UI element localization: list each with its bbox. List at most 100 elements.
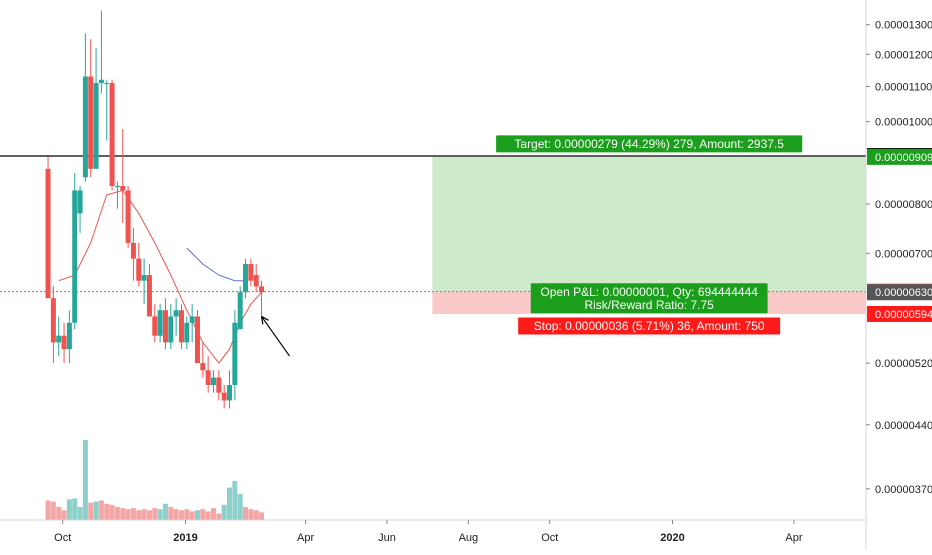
price-tag-label: 0.00000909 bbox=[875, 152, 932, 164]
candle bbox=[157, 310, 163, 336]
volume-bar bbox=[56, 507, 62, 520]
candle bbox=[50, 298, 56, 343]
candle bbox=[72, 190, 78, 323]
candle bbox=[109, 83, 115, 186]
candle bbox=[253, 275, 259, 287]
stop-label-box[interactable] bbox=[518, 317, 781, 335]
volume-bar bbox=[157, 509, 163, 520]
candle bbox=[93, 83, 99, 169]
volume-bar bbox=[194, 510, 200, 520]
volume-bar bbox=[210, 508, 216, 520]
volume-bar bbox=[98, 500, 104, 520]
volume-bar bbox=[237, 494, 243, 520]
x-tick-label: Oct bbox=[541, 532, 558, 544]
volume-bar bbox=[184, 509, 190, 520]
candle bbox=[259, 286, 265, 293]
x-tick-label: Oct bbox=[54, 532, 71, 544]
volume-bar bbox=[72, 498, 78, 520]
candle bbox=[221, 392, 227, 401]
y-tick-label: 0.00001100 bbox=[875, 81, 932, 93]
arrow-line[interactable] bbox=[261, 316, 291, 357]
candle bbox=[146, 275, 152, 317]
moving-average-blue bbox=[186, 247, 246, 282]
volume-bar bbox=[189, 511, 195, 520]
candle bbox=[136, 258, 142, 281]
candle bbox=[168, 316, 174, 343]
volume-bar bbox=[216, 513, 222, 520]
candle bbox=[210, 377, 216, 386]
volume-bar bbox=[259, 512, 265, 520]
volume-bar bbox=[162, 503, 168, 520]
price-tag[interactable] bbox=[867, 284, 932, 301]
y-tick-label: 0.00000700 bbox=[875, 248, 932, 260]
open-pnl-box[interactable] bbox=[530, 283, 768, 314]
candle bbox=[216, 377, 222, 393]
y-tick-label: 0.00000370 bbox=[875, 484, 932, 496]
candle bbox=[66, 322, 72, 350]
volume-bar bbox=[130, 508, 136, 520]
volume-bar bbox=[232, 481, 238, 520]
volume-bar bbox=[205, 511, 211, 520]
x-tick-label: 2019 bbox=[173, 532, 197, 544]
volume-bar bbox=[66, 499, 72, 520]
x-tick-label: Apr bbox=[297, 532, 314, 544]
volume-bar bbox=[248, 509, 254, 520]
volume-bar bbox=[120, 508, 126, 520]
target-zone[interactable] bbox=[432, 156, 866, 293]
volume-bar bbox=[168, 507, 174, 520]
volume-bar bbox=[152, 508, 158, 520]
candle bbox=[141, 275, 147, 281]
risk-reward-label: Risk/Reward Ratio: 7.75 bbox=[584, 298, 714, 312]
volume-bar bbox=[173, 509, 179, 520]
volume-bar bbox=[253, 510, 259, 520]
volume-bar bbox=[243, 507, 249, 520]
volume-bar bbox=[104, 503, 110, 520]
volume-bar bbox=[141, 509, 147, 520]
candle bbox=[125, 190, 131, 243]
target-label: Target: 0.00000279 (44.29%) 279, Amount:… bbox=[514, 137, 784, 151]
price-tag[interactable] bbox=[867, 148, 932, 165]
candle bbox=[173, 310, 179, 317]
price-tag[interactable] bbox=[867, 305, 932, 322]
stop-label: Stop: 0.00000036 (5.71%) 36, Amount: 750 bbox=[534, 319, 765, 333]
volume-bar bbox=[178, 510, 184, 520]
candle bbox=[232, 322, 238, 386]
x-tick-label: Jun bbox=[378, 532, 396, 544]
candle bbox=[162, 310, 168, 343]
candle bbox=[56, 335, 62, 343]
candle bbox=[104, 83, 110, 85]
candle bbox=[152, 316, 158, 336]
candle bbox=[178, 310, 184, 343]
volume-bar bbox=[61, 510, 67, 520]
candle bbox=[45, 168, 51, 299]
candle bbox=[189, 316, 195, 323]
volume-bar bbox=[82, 440, 88, 520]
target-label-box[interactable] bbox=[496, 135, 803, 153]
candle bbox=[98, 79, 104, 84]
candle bbox=[227, 385, 233, 401]
price-tag-label: 0.00000630 bbox=[875, 287, 932, 299]
candle bbox=[120, 185, 126, 191]
y-tick-label: 0.00001200 bbox=[875, 49, 932, 61]
candle bbox=[248, 264, 254, 281]
volume-bar bbox=[221, 504, 227, 520]
y-tick-label: 0.00000520 bbox=[875, 358, 932, 370]
candle bbox=[205, 370, 211, 386]
volume-bar bbox=[146, 510, 152, 520]
candle bbox=[243, 264, 249, 293]
y-tick-label: 0.00000440 bbox=[875, 420, 932, 432]
volume-bar bbox=[136, 510, 142, 520]
volume-bar bbox=[45, 500, 51, 520]
y-tick-label: 0.00001300 bbox=[875, 20, 932, 32]
candle bbox=[77, 190, 83, 214]
volume-bar bbox=[109, 504, 115, 520]
arrow-head bbox=[260, 315, 269, 325]
candle bbox=[194, 316, 200, 364]
candle bbox=[130, 242, 136, 259]
y-tick-label: 0.00000800 bbox=[875, 199, 932, 211]
candle bbox=[114, 185, 120, 187]
y-tick-label: 0.00001000 bbox=[875, 117, 932, 129]
x-tick-label: Apr bbox=[785, 532, 802, 544]
